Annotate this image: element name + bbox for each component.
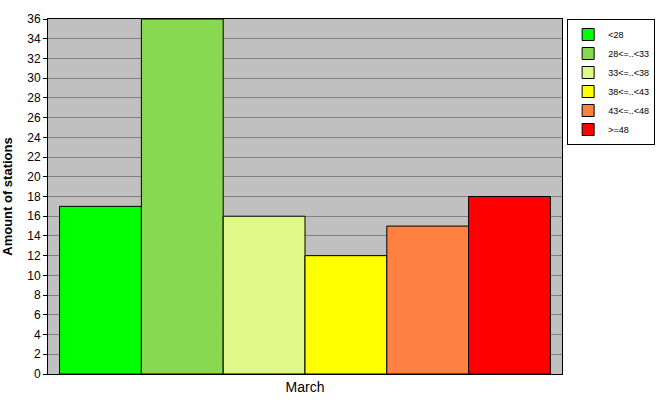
svg-text:6: 6 <box>34 308 41 322</box>
svg-text:30: 30 <box>27 71 41 85</box>
svg-text:<28: <28 <box>608 30 623 40</box>
svg-text:36: 36 <box>27 12 41 26</box>
svg-text:26: 26 <box>27 111 41 125</box>
svg-text:28<=..<33: 28<=..<33 <box>608 49 649 59</box>
svg-text:10: 10 <box>27 269 41 283</box>
svg-text:28: 28 <box>27 91 41 105</box>
svg-text:32: 32 <box>27 52 41 66</box>
svg-text:4: 4 <box>34 328 41 342</box>
svg-text:>=48: >=48 <box>608 125 629 135</box>
svg-text:18: 18 <box>27 190 41 204</box>
svg-text:8: 8 <box>34 288 41 302</box>
svg-text:16: 16 <box>27 209 41 223</box>
svg-text:Amount of stations: Amount of stations <box>0 137 15 255</box>
svg-text:34: 34 <box>27 32 41 46</box>
svg-text:0: 0 <box>34 367 41 381</box>
svg-text:43<=..<48: 43<=..<48 <box>608 106 649 116</box>
svg-text:14: 14 <box>27 229 41 243</box>
svg-text:12: 12 <box>27 249 41 263</box>
svg-text:March: March <box>286 379 325 395</box>
svg-text:22: 22 <box>27 150 41 164</box>
svg-text:38<=..<43: 38<=..<43 <box>608 87 649 97</box>
svg-text:2: 2 <box>34 347 41 361</box>
svg-text:24: 24 <box>27 131 41 145</box>
svg-text:33<=..<38: 33<=..<38 <box>608 68 649 78</box>
svg-text:20: 20 <box>27 170 41 184</box>
